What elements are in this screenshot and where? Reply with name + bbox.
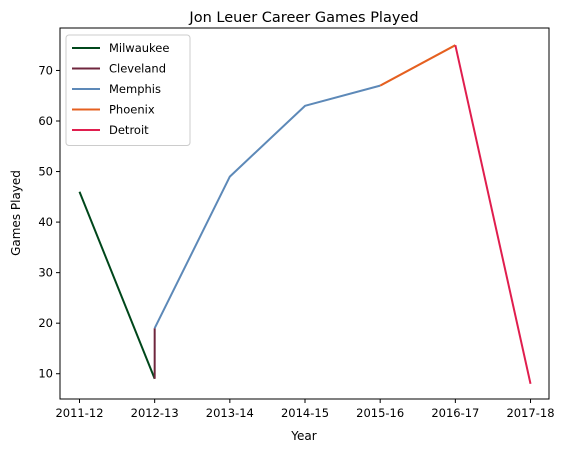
chart-title: Jon Leuer Career Games Played: [188, 10, 418, 26]
legend-label-phoenix: Phoenix: [109, 103, 155, 117]
x-tick-label: 2017-18: [506, 406, 554, 420]
legend-label-memphis: Memphis: [109, 82, 161, 96]
y-tick-label: 60: [38, 114, 53, 128]
x-tick-label: 2013-14: [206, 406, 254, 420]
y-tick-label: 70: [38, 63, 53, 77]
legend-box: [65, 34, 191, 146]
x-tick-label: 2011-12: [55, 406, 103, 420]
y-tick-label: 20: [38, 316, 53, 330]
legend-label-milwaukee: Milwaukee: [109, 41, 169, 55]
series-layer: [78, 44, 532, 385]
series-line-phoenix: [379, 44, 456, 87]
x-tick-label: 2012-13: [131, 406, 179, 420]
y-axis-label: Games Played: [9, 170, 23, 256]
legend: Milwaukee Cleveland Memphis Phoenix Detroit: [65, 34, 191, 146]
x-axis-label: Year: [290, 429, 316, 443]
x-tick-label: 2014-15: [281, 406, 329, 420]
y-tick-label: 40: [38, 215, 53, 229]
x-tick-label: 2016-17: [431, 406, 479, 420]
x-axis: 2011-12 2012-13 2013-14 2014-15 2015-16 2016-…: [55, 399, 555, 420]
y-tick-label: 30: [38, 266, 53, 280]
series-line-memphis: [153, 84, 381, 329]
legend-label-detroit: Detroit: [109, 123, 149, 137]
series-line-milwaukee: [78, 191, 156, 380]
legend-label-cleveland: Cleveland: [109, 62, 166, 76]
x-tick-label: 2015-16: [356, 406, 404, 420]
plot-area: [59, 27, 550, 400]
series-line-detroit: [454, 44, 532, 385]
y-tick-label: 10: [38, 367, 53, 381]
y-axis: 10 20 30 40 50 60 70: [38, 63, 60, 381]
y-tick-label: 50: [38, 165, 53, 179]
